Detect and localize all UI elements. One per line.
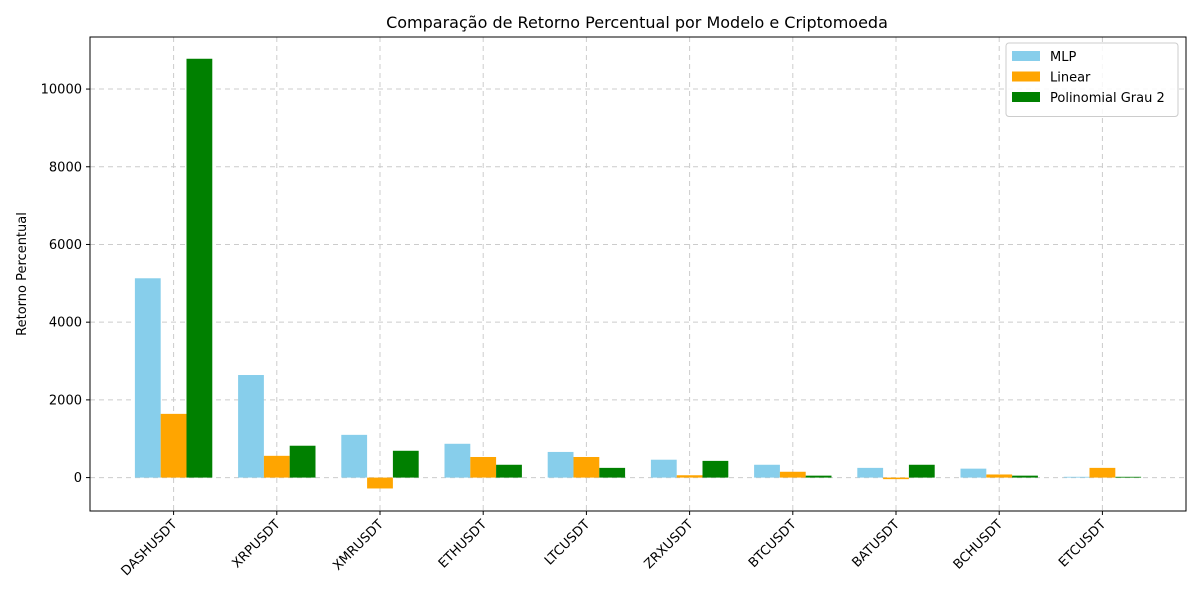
y-tick-label: 4000 (49, 316, 82, 331)
bar-linear-bchusdt (986, 474, 1013, 478)
bar-mlp-zrxusdt (650, 459, 677, 478)
y-tick-label: 10000 (41, 83, 82, 98)
legend-swatch (1012, 71, 1040, 82)
bar-polinomial-grau-2-zrxusdt (702, 460, 729, 478)
plot-frame (89, 36, 1187, 512)
bar-linear-btcusdt (779, 471, 806, 478)
bar-mlp-bchusdt (960, 468, 987, 478)
bar-mlp-etcusdt (1063, 476, 1090, 478)
bar-polinomial-grau-2-ethusdt (496, 464, 522, 478)
bar-mlp-xmrusdt (341, 434, 368, 478)
bar-polinomial-grau-2-btcusdt (805, 475, 832, 478)
legend: MLP Linear Polinomial Grau 2 (1005, 42, 1179, 117)
bar-mlp-ltcusdt (547, 451, 574, 478)
chart-title: Comparação de Retorno Percentual por Mod… (386, 13, 888, 32)
legend-label: Polinomial Grau 2 (1050, 91, 1165, 106)
bars (134, 58, 1142, 489)
bar-linear-dashusdt (160, 413, 187, 478)
bar-linear-xrpusdt (263, 455, 290, 478)
bar-mlp-dashusdt (134, 278, 161, 478)
bar-linear-etcusdt (1089, 467, 1116, 478)
bar-mlp-batusdt (857, 467, 884, 478)
bar-polinomial-grau-2-xmrusdt (392, 450, 419, 478)
legend-swatch (1012, 51, 1040, 61)
bar-polinomial-grau-2-ltcusdt (599, 467, 626, 478)
bar-polinomial-grau-2-batusdt (908, 464, 935, 478)
y-tick-label: 2000 (49, 393, 82, 408)
bar-mlp-btcusdt (754, 464, 780, 478)
bar-polinomial-grau-2-dashusdt (186, 58, 213, 478)
legend-label: Linear (1050, 71, 1091, 86)
bar-polinomial-grau-2-etcusdt (1115, 476, 1142, 478)
bar-mlp-xrpusdt (238, 375, 264, 478)
y-axis-title: Retorno Percentual (15, 212, 30, 336)
y-tick-label: 0 (74, 471, 82, 486)
bar-linear-ethusdt (470, 456, 497, 478)
bar-linear-batusdt (883, 477, 909, 480)
legend-box (1005, 42, 1179, 117)
bar-linear-ltcusdt (573, 456, 600, 478)
y-tick-label: 6000 (49, 238, 82, 253)
y-tick-label: 8000 (49, 160, 82, 175)
bar-linear-zrxusdt (676, 475, 703, 478)
legend-swatch (1012, 92, 1040, 102)
bar-polinomial-grau-2-bchusdt (1012, 475, 1038, 478)
bar-mlp-ethusdt (444, 443, 471, 478)
legend-label: MLP (1050, 50, 1076, 65)
bar-linear-xmrusdt (367, 477, 393, 489)
bar-polinomial-grau-2-xrpusdt (289, 445, 316, 478)
